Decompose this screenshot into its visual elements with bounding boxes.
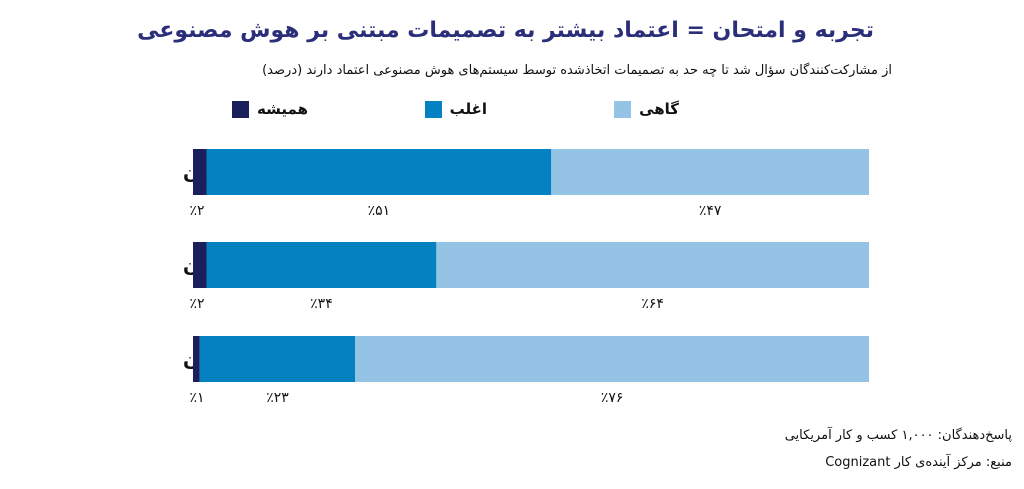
chart-subtitle: از مشارکت‌کنندگان سؤال شد تا چه حد به تص… xyxy=(262,63,892,78)
bar-segment xyxy=(436,242,869,288)
bar-segment xyxy=(206,242,437,288)
legend-item-sometimes: گاهی xyxy=(614,99,679,119)
legend-label: گاهی xyxy=(639,100,679,118)
value-label: ٪۵۱ xyxy=(368,203,391,219)
legend-label: اغلب xyxy=(449,100,487,118)
bar-segment xyxy=(199,336,356,382)
value-label: ٪۷۶ xyxy=(601,390,624,406)
legend-swatch xyxy=(614,100,632,118)
legend-swatch xyxy=(232,100,250,118)
bar-segment xyxy=(551,149,869,195)
chart-title: تجربه و امتحان = اعتماد بیشتر به تصمیمات… xyxy=(137,18,874,43)
value-label: ٪۲ xyxy=(189,203,204,219)
legend-item-often: اغلب xyxy=(424,99,487,119)
bar-segment xyxy=(193,149,207,195)
value-label: ٪۲ xyxy=(189,296,204,312)
legend-swatch xyxy=(424,100,442,118)
bar-segment xyxy=(193,336,200,382)
bar-segment xyxy=(206,149,552,195)
value-label: ٪۳۴ xyxy=(310,296,333,312)
value-label: ٪۶۴ xyxy=(641,296,664,312)
legend-label: همیشه xyxy=(257,100,308,118)
bar-segment xyxy=(355,336,869,382)
source-note: منبع: مرکز آینده‌ی کار Cognizant xyxy=(825,455,1012,470)
value-label: ٪۱ xyxy=(189,390,204,406)
legend-item-always: همیشه xyxy=(232,99,308,119)
bar-segment xyxy=(193,242,207,288)
value-label: ٪۲۳ xyxy=(266,390,289,406)
value-label: ٪۴۷ xyxy=(699,203,722,219)
respondents-note: پاسخ‌دهندگان: ۱,۰۰۰ کسب و کار آمریکایی xyxy=(784,428,1012,443)
